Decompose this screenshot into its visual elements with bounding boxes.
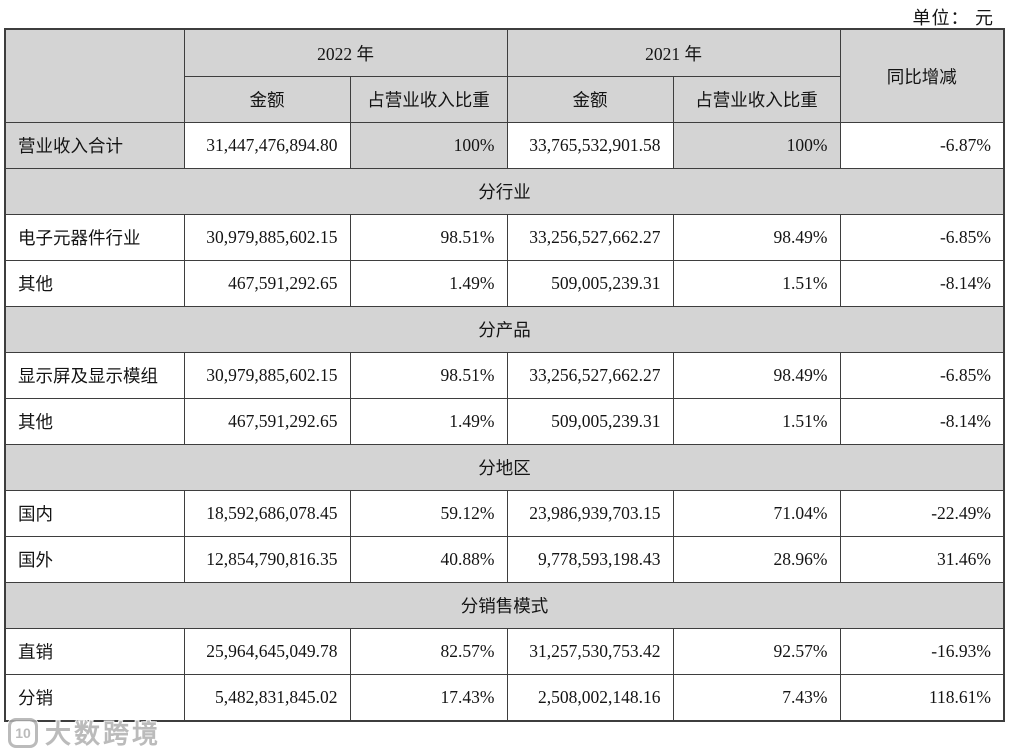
yoy-change-cell: -22.49% [839, 490, 1005, 537]
table-row: 其他 467,591,292.65 1.49% 509,005,239.31 1.51%… [4, 260, 1005, 307]
yoy-change-cell: -8.14% [839, 260, 1005, 307]
row-label: 其他 [4, 398, 185, 445]
table-row: 营业收入合计 31,447,476,894.80 100% 33,765,532,90… [4, 122, 1005, 169]
amount-2022-cell: 467,591,292.65 [183, 260, 351, 307]
amount-2021-cell: 33,256,527,662.27 [506, 214, 674, 261]
ratio-2021-cell: 100% [672, 122, 841, 169]
ratio-2021-cell: 98.49% [672, 214, 841, 261]
row-label: 直销 [4, 628, 185, 675]
ratio-2021-cell: 71.04% [672, 490, 841, 537]
table-row: 其他 467,591,292.65 1.49% 509,005,239.31 1.51%… [4, 398, 1005, 445]
table-row: 国内 18,592,686,078.45 59.12% 23,986,939,703.… [4, 490, 1005, 537]
amount-2022-cell: 30,979,885,602.15 [183, 352, 351, 399]
year-2022-header: 2022 年 [183, 28, 508, 77]
ratio-2021-cell: 1.51% [672, 398, 841, 445]
ratio-2022-cell: 17.43% [349, 674, 508, 721]
ratio-2022-header: 占营业收入比重 [349, 76, 508, 123]
section-row: 分销售模式 [4, 582, 1005, 629]
amount-2021-header: 金额 [506, 76, 674, 123]
amount-2022-cell: 5,482,831,845.02 [183, 674, 351, 721]
ratio-2022-cell: 1.49% [349, 398, 508, 445]
yoy-change-cell: 118.61% [839, 674, 1005, 721]
amount-2021-cell: 33,256,527,662.27 [506, 352, 674, 399]
amount-2022-cell: 30,979,885,602.15 [183, 214, 351, 261]
amount-2021-cell: 23,986,939,703.15 [506, 490, 674, 537]
section-label: 分地区 [4, 444, 1005, 491]
section-row: 分地区 [4, 444, 1005, 491]
table-row: 分销 5,482,831,845.02 17.43% 2,508,002,148.16… [4, 674, 1005, 721]
ratio-2022-cell: 98.51% [349, 214, 508, 261]
amount-2021-cell: 509,005,239.31 [506, 398, 674, 445]
amount-2021-cell: 33,765,532,901.58 [506, 122, 674, 169]
yoy-header: 同比增减 [839, 28, 1005, 123]
ratio-2022-cell: 82.57% [349, 628, 508, 675]
yoy-change-cell: -6.87% [839, 122, 1005, 169]
row-label: 国内 [4, 490, 185, 537]
corner-cell [4, 28, 185, 123]
ratio-2022-cell: 40.88% [349, 536, 508, 583]
ratio-2021-cell: 1.51% [672, 260, 841, 307]
amount-2021-cell: 31,257,530,753.42 [506, 628, 674, 675]
row-label: 电子元器件行业 [4, 214, 185, 261]
row-label: 显示屏及显示模组 [4, 352, 185, 399]
ratio-2021-header: 占营业收入比重 [672, 76, 841, 123]
ratio-2022-cell: 100% [349, 122, 508, 169]
amount-2022-cell: 31,447,476,894.80 [183, 122, 351, 169]
yoy-change-cell: -8.14% [839, 398, 1005, 445]
section-label: 分行业 [4, 168, 1005, 215]
amount-2021-cell: 9,778,593,198.43 [506, 536, 674, 583]
row-label: 分销 [4, 674, 185, 721]
header-row-metrics: 金额 占营业收入比重 金额 占营业收入比重 [5, 76, 1004, 123]
table-body: 营业收入合计 31,447,476,894.80 100% 33,765,532,90… [4, 122, 1005, 721]
amount-2022-header: 金额 [183, 76, 351, 123]
amount-2022-cell: 467,591,292.65 [183, 398, 351, 445]
yoy-change-cell: -6.85% [839, 352, 1005, 399]
ratio-2022-cell: 98.51% [349, 352, 508, 399]
row-label: 国外 [4, 536, 185, 583]
year-2021-header: 2021 年 [506, 28, 841, 77]
table-row: 显示屏及显示模组 30,979,885,602.15 98.51% 33,256,52… [4, 352, 1005, 399]
header-row-years: 2022 年 2021 年 同比增减 [4, 28, 1005, 123]
amount-2021-cell: 509,005,239.31 [506, 260, 674, 307]
section-row: 分产品 [4, 306, 1005, 353]
table-row: 电子元器件行业 30,979,885,602.15 98.51% 33,256,527… [4, 214, 1005, 261]
yoy-change-cell: -16.93% [839, 628, 1005, 675]
table-row: 国外 12,854,790,816.35 40.88% 9,778,593,198.4… [4, 536, 1005, 583]
ratio-2021-cell: 92.57% [672, 628, 841, 675]
row-label: 其他 [4, 260, 185, 307]
unit-label: 单位： 元 [912, 8, 994, 28]
ratio-2022-cell: 59.12% [349, 490, 508, 537]
ratio-2021-cell: 7.43% [672, 674, 841, 721]
section-label: 分销售模式 [4, 582, 1005, 629]
yoy-change-cell: 31.46% [839, 536, 1005, 583]
amount-2022-cell: 18,592,686,078.45 [183, 490, 351, 537]
amount-2021-cell: 2,508,002,148.16 [506, 674, 674, 721]
amount-2022-cell: 12,854,790,816.35 [183, 536, 351, 583]
yoy-change-cell: -6.85% [839, 214, 1005, 261]
watermark-logo-icon: 10 [8, 717, 38, 748]
table-row: 直销 25,964,645,049.78 82.57% 31,257,530,753.… [4, 628, 1005, 675]
ratio-2022-cell: 1.49% [349, 260, 508, 307]
ratio-2021-cell: 98.49% [672, 352, 841, 399]
section-row: 分行业 [4, 168, 1005, 215]
row-label: 营业收入合计 [4, 122, 185, 169]
amount-2022-cell: 25,964,645,049.78 [183, 628, 351, 675]
ratio-2021-cell: 28.96% [672, 536, 841, 583]
section-label: 分产品 [4, 306, 1005, 353]
revenue-breakdown-table: 2022 年 2021 年 同比增减 金额 占营业收入比重 金额 占营业收入比重… [4, 28, 1005, 722]
